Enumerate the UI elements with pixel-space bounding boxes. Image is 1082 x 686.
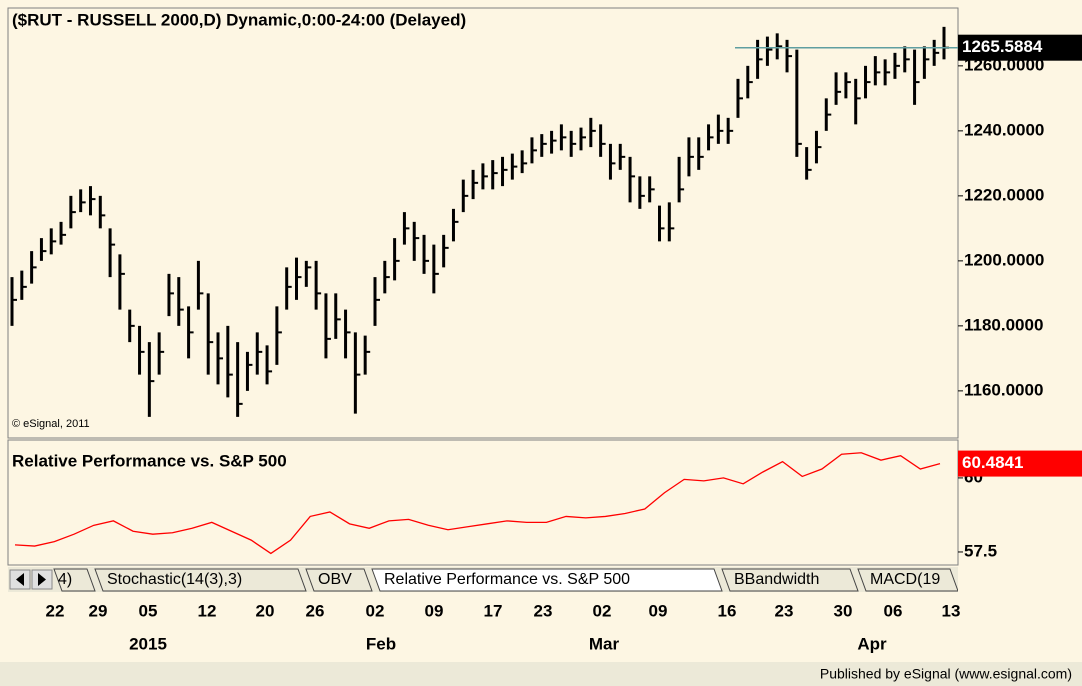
y-tick-label: 1240.0000 xyxy=(964,120,1044,139)
x-tick-label: 23 xyxy=(775,601,794,620)
tab-label: Relative Performance vs. S&P 500 xyxy=(384,571,630,588)
x-tick-label: 22 xyxy=(46,601,65,620)
last-price-label: 1265.5884 xyxy=(962,37,1043,56)
x-tick-label: 02 xyxy=(593,601,612,620)
y-tick-label: 1220.0000 xyxy=(964,185,1044,204)
y-tick-label: 1200.0000 xyxy=(964,250,1044,269)
last-price-box xyxy=(958,34,1082,61)
tab-label: MACD(19 xyxy=(870,571,940,588)
x-month-label: Feb xyxy=(366,634,396,653)
y-tick-label: 1160.0000 xyxy=(964,380,1043,399)
x-tick-label: 16 xyxy=(718,601,737,620)
y2-tick-label: 57.5 xyxy=(964,541,997,560)
x-tick-label: 29 xyxy=(89,601,108,620)
tab-label: BBandwidth xyxy=(734,571,819,588)
tab[interactable] xyxy=(53,568,96,592)
tab[interactable] xyxy=(721,568,859,592)
chart-title: ($RUT - RUSSELL 2000,D) Dynamic,0:00-24:… xyxy=(12,10,466,29)
indicator-panel xyxy=(7,439,959,566)
indicator-last-box xyxy=(958,450,1082,477)
x-tick-label: 09 xyxy=(425,601,444,620)
indicator-line xyxy=(14,452,941,555)
x-tick-label: 23 xyxy=(534,601,553,620)
tab-label: OBV xyxy=(318,571,352,588)
tab-label: Stochastic(14(3),3) xyxy=(107,571,242,588)
x-tick-label: 20 xyxy=(256,601,275,620)
tab[interactable] xyxy=(305,568,373,592)
x-tick-label: 30 xyxy=(834,601,853,620)
x-tick-label: 12 xyxy=(198,601,217,620)
x-tick-label: 26 xyxy=(306,601,325,620)
tab-clip xyxy=(958,567,1082,592)
y-tick-label: 1180.0000 xyxy=(964,315,1043,334)
x-month-label: Mar xyxy=(589,634,620,653)
tab[interactable] xyxy=(371,568,723,592)
indicator-last-label: 60.4841 xyxy=(962,453,1023,472)
x-tick-label: 09 xyxy=(649,601,668,620)
copyright: © eSignal, 2011 xyxy=(12,418,90,430)
footer: Published by eSignal (www.esignal.com) xyxy=(820,666,1072,682)
arrow-left xyxy=(16,573,24,586)
arrow-right xyxy=(38,573,46,586)
x-tick-label: 17 xyxy=(484,601,503,620)
indicator-title: Relative Performance vs. S&P 500 xyxy=(12,451,287,470)
x-tick-label: 13 xyxy=(942,601,961,620)
x-tick-label: 05 xyxy=(139,601,158,620)
footer-bar xyxy=(0,662,1082,686)
tab[interactable] xyxy=(94,568,307,592)
x-tick-label: 02 xyxy=(366,601,385,620)
price-panel xyxy=(7,7,959,439)
x-tick-label: 06 xyxy=(884,601,903,620)
x-month-label: Apr xyxy=(857,634,887,653)
x-month-label: 2015 xyxy=(129,634,167,653)
tab-label: 4) xyxy=(58,571,72,588)
